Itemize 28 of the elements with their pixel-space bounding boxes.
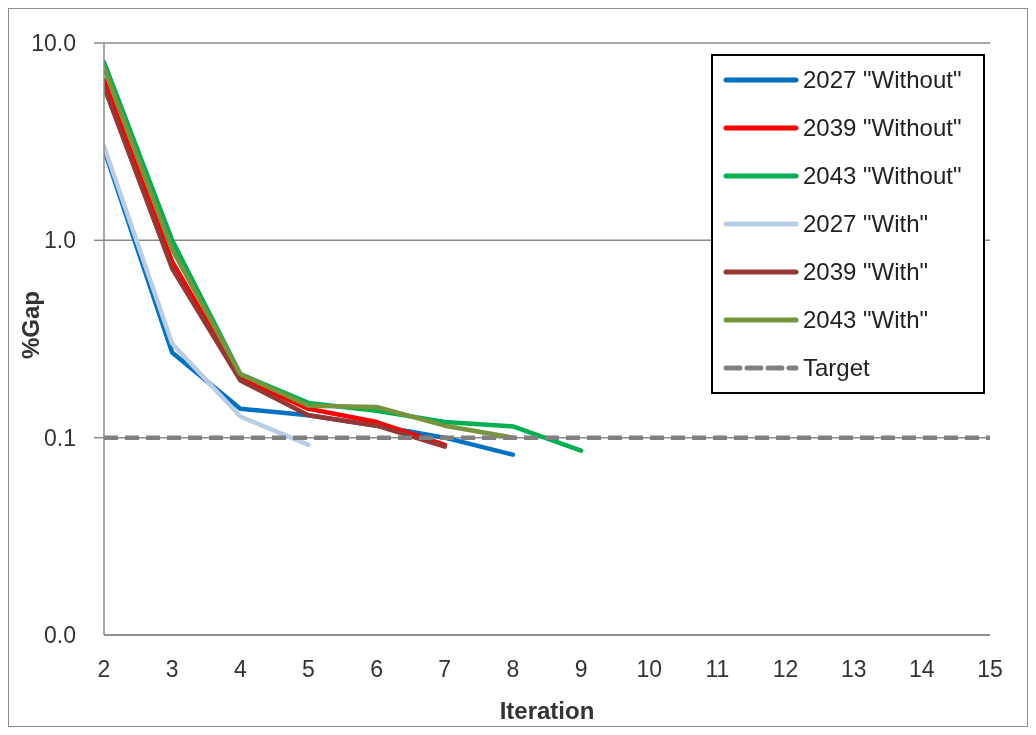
x-tick-label: 9 xyxy=(574,656,588,683)
y-tick-label: 0.0 xyxy=(44,622,76,648)
legend-label: 2043 "Without" xyxy=(803,162,962,190)
x-tick-label: 8 xyxy=(506,656,520,683)
legend-label: 2043 "With" xyxy=(803,306,929,334)
x-axis-title: Iteration xyxy=(499,696,595,724)
y-tick-label: 10.0 xyxy=(31,30,76,56)
legend-label: 2027 "With" xyxy=(803,210,929,238)
legend-label: Target xyxy=(803,354,870,382)
y-tick-label: 1.0 xyxy=(44,227,76,254)
x-tick-label: 13 xyxy=(840,656,867,683)
x-tick-label: 7 xyxy=(438,656,452,683)
x-tick-label: 10 xyxy=(636,656,663,683)
x-tick-label: 11 xyxy=(705,656,730,683)
x-tick-label: 3 xyxy=(165,656,179,683)
legend-label: 2039 "With" xyxy=(803,258,929,286)
x-tick-label: 5 xyxy=(302,656,315,683)
x-tick-label: 6 xyxy=(370,656,384,683)
legend-label: 2027 "Without" xyxy=(803,66,962,94)
x-tick-label: 15 xyxy=(977,656,1003,683)
x-tick-label: 12 xyxy=(772,656,799,683)
legend-label: 2039 "Without" xyxy=(803,114,962,142)
y-tick-label: 0.1 xyxy=(44,424,76,451)
x-tick-label: 2 xyxy=(97,656,111,683)
y-axis-title: %Gap xyxy=(16,290,44,360)
x-tick-label: 4 xyxy=(233,656,247,683)
x-tick-label: 14 xyxy=(909,656,935,683)
line-series xyxy=(104,143,311,448)
